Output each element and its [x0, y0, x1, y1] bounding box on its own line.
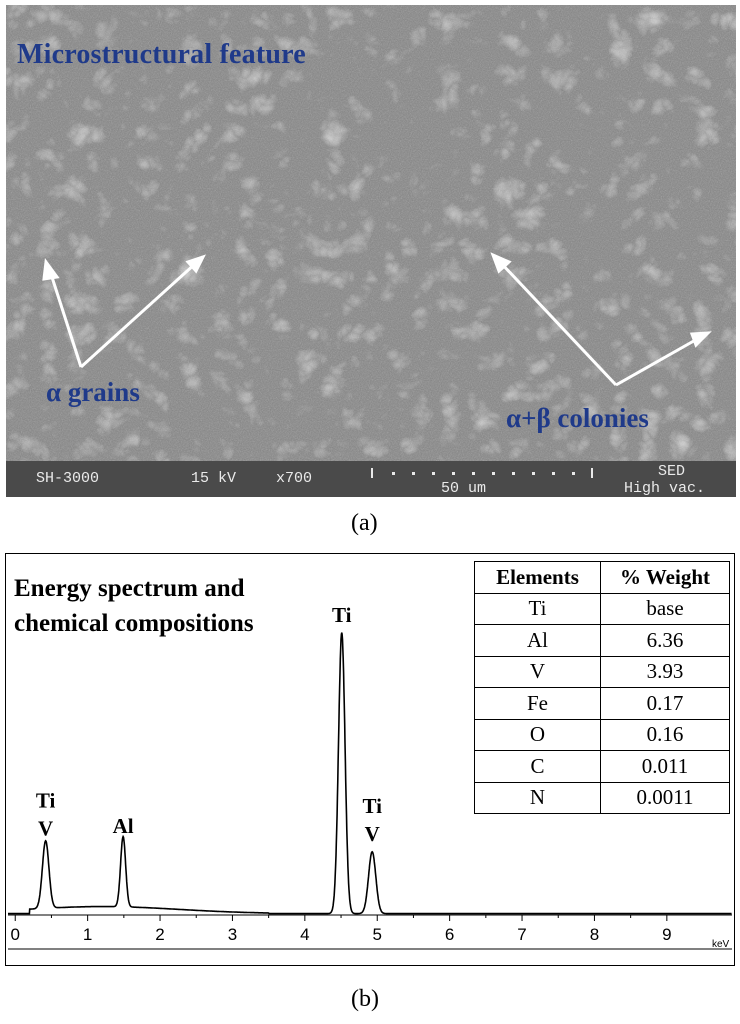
weight-cell: 0.16: [600, 718, 730, 751]
chart-title-line-2: chemical compositions: [14, 610, 254, 637]
x-tick-label: 9: [662, 925, 671, 944]
element-cell: Al: [474, 624, 601, 657]
x-tick-label: 4: [300, 925, 309, 944]
x-axis-unit-label: keV: [712, 939, 730, 950]
accelerating-voltage: 15 kV: [191, 470, 237, 487]
x-axis-tick-labels: 0 1 2 3 4 5 6 7 8 9: [11, 925, 672, 944]
table-row: V 3.93: [474, 655, 730, 688]
spectrum-series-line: [8, 632, 732, 915]
detector-mode: SED: [658, 463, 686, 480]
element-cell: N: [474, 781, 601, 814]
x-tick-label: 8: [590, 925, 599, 944]
table-row: Al 6.36: [474, 624, 730, 657]
x-tick-label: 5: [373, 925, 382, 944]
table-row: Fe 0.17: [474, 687, 730, 720]
colony-arrow-right: [615, 336, 700, 387]
table-row: O 0.16: [474, 718, 730, 751]
micrograph-title: Microstructural feature: [17, 39, 306, 70]
element-cell: C: [474, 750, 601, 783]
weight-cell: 0.011: [600, 750, 730, 783]
composition-table: Elements % Weight Ti base Al 6.36 V 3.93…: [474, 561, 730, 814]
x-tick-label: 7: [517, 925, 526, 944]
caption-b: (b): [351, 986, 379, 1012]
x-tick-label: 3: [228, 925, 237, 944]
weight-cell: 6.36: [600, 624, 730, 657]
table-row: N 0.0011: [474, 781, 730, 814]
peak-label: V: [365, 822, 380, 846]
weight-cell: 0.17: [600, 687, 730, 720]
peak-label: V: [38, 817, 53, 841]
alpha-grains-label: α grains: [46, 377, 140, 407]
x-tick-label: 1: [83, 925, 92, 944]
sem-info-bar: SH-3000 15 kV x700 50 um SED High vac.: [6, 461, 736, 497]
table-header-row: Elements % Weight: [474, 561, 730, 594]
peak-label: Ti: [36, 789, 56, 813]
weight-cell: 0.0011: [600, 781, 730, 814]
peak-label: Ti: [332, 603, 352, 627]
table-row: C 0.011: [474, 750, 730, 783]
peak-label: Al: [113, 814, 134, 838]
sem-micrograph-image: [6, 5, 736, 461]
element-cell: O: [474, 718, 601, 751]
x-tick-label: 2: [155, 925, 164, 944]
alpha-arrow-left: [48, 270, 83, 368]
vacuum-mode: High vac.: [624, 480, 706, 497]
x-tick-label: 6: [445, 925, 454, 944]
header-weight: % Weight: [600, 561, 730, 594]
chart-title-line-1: Energy spectrum and: [14, 575, 245, 602]
element-cell: Ti: [474, 592, 601, 625]
peak-label: Ti: [362, 794, 382, 818]
header-elements: Elements: [474, 561, 601, 594]
x-tick-label: 0: [11, 925, 20, 944]
weight-cell: 3.93: [600, 655, 730, 688]
element-cell: Fe: [474, 687, 601, 720]
instrument-model: SH-3000: [36, 470, 100, 487]
table-row: Ti base: [474, 592, 730, 625]
peak-labels: Ti V Al Ti Ti V: [36, 603, 382, 846]
weight-cell: base: [600, 592, 730, 625]
magnification: x700: [276, 470, 313, 487]
scale-bar: [371, 468, 593, 478]
scale-bar-label: 50 um: [441, 480, 487, 497]
alpha-arrow-right: [79, 261, 198, 369]
colony-arrow-up: [498, 260, 618, 387]
sem-micrograph-panel: Microstructural feature α grains α+β col…: [6, 5, 736, 497]
alpha-beta-colonies-label: α+β colonies: [506, 403, 649, 433]
caption-a: (a): [351, 510, 378, 536]
x-axis-ticks: [14, 915, 668, 921]
element-cell: V: [474, 655, 601, 688]
annotation-arrows: [42, 252, 712, 387]
